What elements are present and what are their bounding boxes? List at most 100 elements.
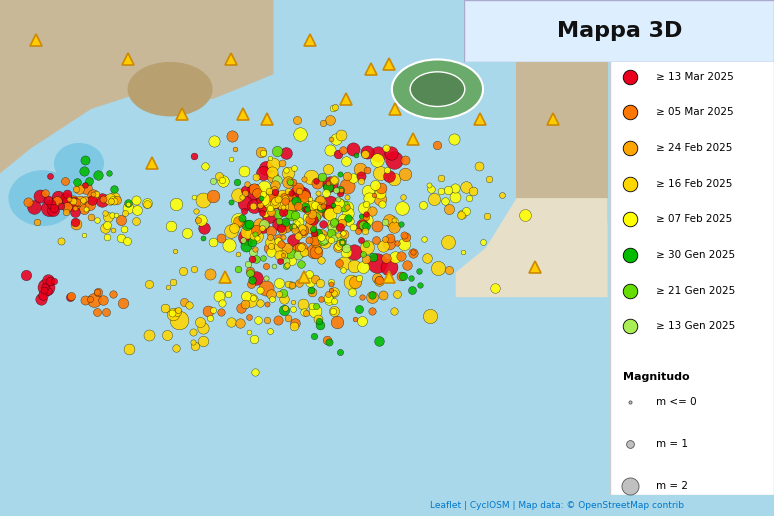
Point bbox=[79, 195, 91, 203]
Point bbox=[250, 172, 262, 181]
Point bbox=[341, 172, 354, 181]
Point bbox=[327, 201, 340, 209]
Point bbox=[64, 293, 77, 301]
Point bbox=[286, 211, 299, 219]
Point bbox=[306, 287, 318, 296]
Point bbox=[368, 181, 381, 189]
Point bbox=[187, 337, 199, 346]
Point bbox=[104, 195, 116, 203]
Point bbox=[266, 194, 279, 202]
Point bbox=[481, 212, 493, 220]
Point bbox=[306, 201, 318, 209]
Point bbox=[122, 199, 134, 207]
Point bbox=[308, 247, 320, 255]
Point bbox=[277, 250, 289, 259]
Point bbox=[61, 197, 74, 205]
Polygon shape bbox=[0, 238, 608, 495]
Point bbox=[171, 308, 183, 316]
Point bbox=[278, 305, 290, 314]
Point bbox=[421, 254, 433, 263]
Point bbox=[348, 248, 360, 256]
Point bbox=[301, 207, 313, 215]
Point bbox=[283, 179, 296, 187]
Point bbox=[244, 267, 256, 276]
Point bbox=[310, 176, 323, 185]
Point bbox=[414, 281, 426, 289]
Point bbox=[84, 201, 96, 209]
Point bbox=[346, 288, 358, 296]
Point bbox=[170, 200, 183, 208]
Point bbox=[290, 197, 303, 205]
Point bbox=[259, 275, 272, 283]
Point bbox=[353, 274, 365, 282]
Point bbox=[279, 195, 291, 203]
Point bbox=[401, 261, 413, 269]
Point bbox=[309, 201, 321, 209]
Point bbox=[343, 217, 355, 225]
Point bbox=[374, 169, 386, 177]
Point bbox=[265, 243, 277, 251]
Point bbox=[325, 286, 337, 294]
Point bbox=[121, 236, 133, 245]
Point bbox=[194, 318, 207, 326]
Point bbox=[322, 208, 334, 216]
Point bbox=[337, 215, 349, 223]
Point bbox=[281, 261, 293, 269]
Point bbox=[348, 315, 361, 324]
Point bbox=[257, 223, 269, 231]
Point bbox=[264, 327, 276, 335]
Point bbox=[264, 233, 276, 241]
Point bbox=[88, 296, 101, 304]
Point bbox=[43, 277, 56, 285]
Point bbox=[244, 269, 256, 277]
Point bbox=[372, 336, 385, 345]
Point bbox=[63, 195, 75, 203]
Point bbox=[292, 232, 304, 240]
Point bbox=[272, 210, 284, 218]
Point bbox=[286, 178, 299, 186]
Point bbox=[194, 216, 207, 224]
Point bbox=[122, 204, 134, 212]
Point bbox=[303, 270, 315, 278]
Point bbox=[198, 224, 211, 233]
Point bbox=[292, 189, 304, 197]
Point bbox=[337, 147, 349, 155]
Point bbox=[334, 348, 346, 357]
Point bbox=[269, 181, 281, 189]
Point bbox=[238, 207, 250, 215]
Point bbox=[292, 184, 304, 192]
Point bbox=[60, 208, 72, 216]
Point bbox=[307, 332, 320, 340]
Point bbox=[316, 173, 328, 181]
Point bbox=[467, 187, 479, 196]
Point bbox=[358, 221, 370, 230]
Point bbox=[355, 317, 368, 325]
Point bbox=[294, 248, 307, 256]
Point bbox=[304, 222, 317, 231]
Point bbox=[54, 201, 67, 209]
Point bbox=[173, 315, 186, 324]
Point bbox=[310, 236, 322, 245]
Point bbox=[322, 179, 334, 187]
Point bbox=[291, 116, 303, 124]
Point bbox=[259, 207, 271, 216]
Point bbox=[269, 199, 281, 207]
Point bbox=[187, 151, 200, 159]
Point bbox=[371, 273, 383, 282]
Point bbox=[334, 239, 347, 247]
Point bbox=[405, 273, 417, 282]
Point bbox=[289, 319, 301, 327]
Point bbox=[129, 196, 142, 204]
Point bbox=[330, 186, 343, 195]
Point bbox=[413, 267, 426, 276]
Point bbox=[276, 159, 288, 167]
Point bbox=[375, 184, 387, 192]
Point bbox=[272, 195, 284, 203]
Point bbox=[460, 182, 472, 190]
Point bbox=[253, 196, 265, 204]
Point bbox=[238, 199, 251, 207]
Point bbox=[202, 307, 214, 315]
Point bbox=[279, 197, 292, 205]
Point bbox=[101, 221, 113, 229]
Point bbox=[255, 148, 268, 156]
